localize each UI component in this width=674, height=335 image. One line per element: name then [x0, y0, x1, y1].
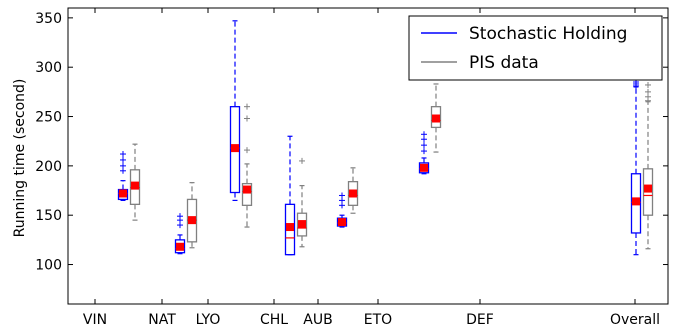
outlier-point [244, 147, 250, 154]
box-stochastic-holding-aub [336, 192, 348, 228]
y-axis: 100 150 200 250 300 350 [35, 11, 668, 274]
box-pis-data-def [430, 83, 442, 153]
box-pis-data-vin [129, 143, 141, 221]
outlier-point [645, 81, 651, 88]
box-pis-data-aub [347, 167, 359, 214]
box-stochastic-holding-overall [630, 75, 642, 256]
mean-marker [420, 163, 428, 172]
mean-marker [349, 189, 357, 198]
box-body [241, 182, 253, 206]
legend-label-pis-data: PIS data [469, 53, 539, 73]
outlier-point [339, 192, 345, 199]
mean-marker [286, 223, 294, 232]
outlier-point [299, 157, 305, 164]
mean-marker [644, 184, 652, 193]
boxes-layer [117, 20, 654, 256]
mean-marker [231, 144, 239, 153]
mean-marker [176, 242, 184, 251]
y-tick-label-100: 100 [35, 258, 62, 274]
box-stochastic-holding-nat [174, 213, 186, 255]
legend-label-stochastic-holding: Stochastic Holding [469, 24, 627, 44]
outlier-point [645, 88, 651, 95]
mean-marker [632, 197, 640, 206]
x-tick-label-chl: CHL [260, 312, 288, 328]
legend: Stochastic Holding PIS data [408, 15, 663, 81]
box-pis-data-lyo [241, 103, 253, 228]
mean-marker [131, 181, 139, 190]
y-axis-label: Running time (second) [12, 79, 28, 238]
x-tick-label-vin: VIN [83, 312, 107, 328]
box-stochastic-holding-chl [284, 135, 296, 256]
x-tick-label-eto: ETO [364, 312, 392, 328]
box-stochastic-holding-vin [117, 151, 129, 201]
mean-marker [188, 216, 196, 225]
outlier-point [244, 115, 250, 122]
outlier-point [177, 213, 183, 220]
box-stochastic-holding-lyo [229, 20, 241, 201]
mean-marker [338, 218, 346, 227]
box-pis-data-chl [296, 157, 308, 248]
y-tick-label-250: 250 [35, 110, 62, 126]
x-tick-label-lyo: LYO [196, 312, 221, 328]
x-tick-label-overall: Overall [610, 312, 660, 328]
x-tick-label-aub: AUB [303, 312, 332, 328]
outlier-point [421, 148, 427, 155]
outlier-point [421, 142, 427, 149]
mean-marker [432, 114, 440, 123]
outlier-point [120, 151, 126, 158]
y-tick-label-200: 200 [35, 159, 62, 175]
legend-frame [408, 15, 663, 81]
box-pis-data-overall [642, 81, 654, 250]
y-tick-label-350: 350 [35, 11, 62, 27]
outlier-point [421, 131, 427, 138]
outlier-point [120, 156, 126, 163]
outlier-point [244, 103, 250, 110]
box-pis-data-nat [186, 182, 198, 249]
y-tick-label-300: 300 [35, 60, 62, 76]
mean-marker [243, 185, 251, 194]
box-stochastic-holding-def [418, 131, 430, 175]
plot-frame [67, 7, 669, 305]
y-tick-label-150: 150 [35, 208, 62, 224]
x-axis: VIN NAT LYO CHL AUB ETO DEF Overall [83, 8, 660, 328]
outlier-point [120, 162, 126, 169]
mean-marker [298, 220, 306, 229]
x-tick-label-def: DEF [466, 312, 494, 328]
mean-marker [119, 189, 127, 198]
x-tick-label-nat: NAT [148, 312, 176, 328]
